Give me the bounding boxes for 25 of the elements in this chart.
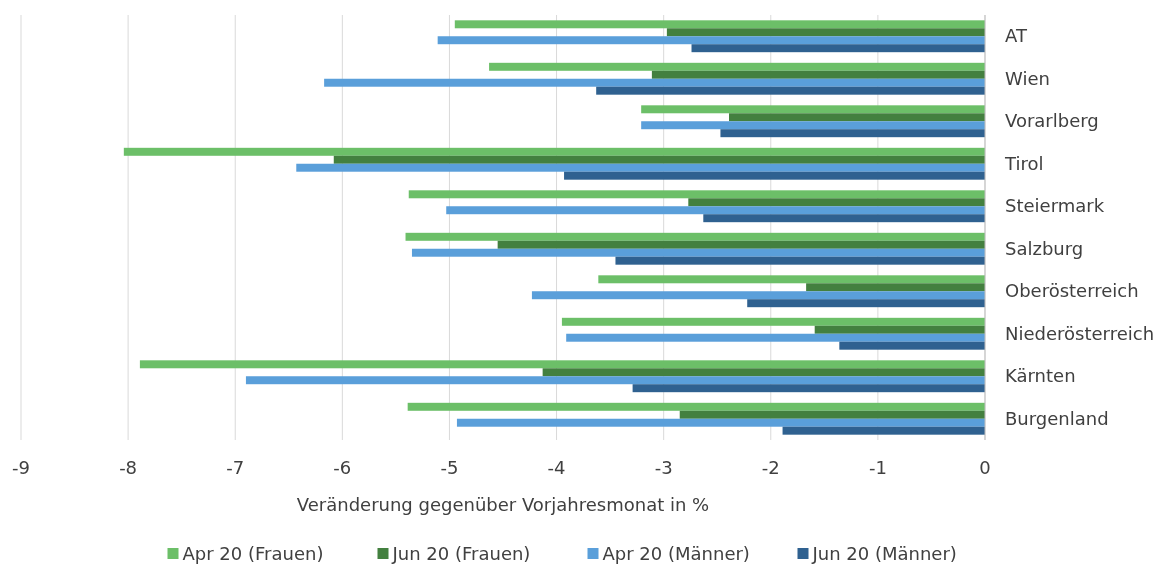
x-tick-label: -8: [119, 457, 138, 478]
y-tick-label: Salzburg: [1005, 237, 1084, 259]
x-tick-label: -9: [12, 457, 30, 478]
legend-label: Apr 20 (Frauen): [182, 543, 324, 564]
x-tick-label: -1: [868, 457, 887, 478]
legend-label: Jun 20 (Männer): [811, 543, 957, 564]
y-tick-label: Oberösterreich: [1005, 280, 1139, 302]
x-tick-label: -3: [654, 457, 673, 478]
y-tick-label: Kärnten: [1005, 365, 1076, 387]
y-tick-label: Niederösterreich: [1005, 322, 1155, 344]
y-tick-label: Vorarlberg: [1005, 110, 1099, 132]
y-tick-label: AT: [1005, 25, 1028, 47]
legend-label: Apr 20 (Männer): [602, 543, 750, 564]
legend-label: Jun 20 (Frauen): [391, 543, 531, 564]
y-tick-label: Wien: [1005, 67, 1050, 89]
y-tick-label: Tirol: [1004, 152, 1044, 174]
x-tick-label: -7: [226, 457, 245, 478]
x-tick-label: -6: [333, 457, 352, 478]
x-tick-label: 0: [979, 457, 991, 478]
y-tick-label: Steiermark: [1005, 195, 1105, 217]
x-tick-label: -4: [547, 457, 566, 478]
x-tick-label: -5: [440, 457, 459, 478]
x-axis-title: Veränderung gegenüber Vorjahresmonat in %: [296, 494, 710, 515]
y-tick-label: Burgenland: [1005, 407, 1109, 429]
x-tick-label: -2: [761, 457, 780, 478]
